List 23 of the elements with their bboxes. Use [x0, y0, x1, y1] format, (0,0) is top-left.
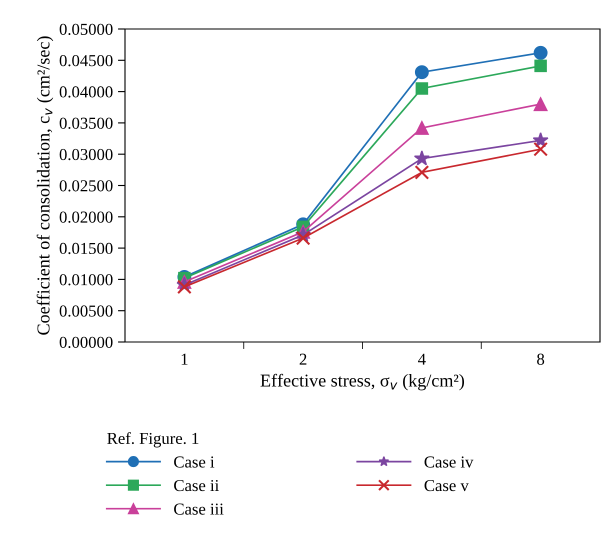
- y-tick-label: 0.04000: [60, 86, 113, 98]
- y-tick-label: 0.04500: [60, 55, 113, 66]
- y-tick-label: 0.01000: [60, 274, 113, 286]
- y-tick-label: 0.03000: [60, 148, 113, 160]
- y-tick-label: 0.00500: [60, 305, 113, 317]
- y-tick-label: 0.01500: [60, 242, 113, 254]
- legend-label: Case iii: [174, 504, 224, 515]
- legend-label: Case ii: [174, 480, 219, 492]
- legend-title: Ref. Figure. 1: [107, 432, 198, 448]
- x-tick-label: 8: [537, 354, 544, 365]
- y-tick-label: 0.02000: [60, 212, 113, 223]
- y-tick-label: 0.02500: [60, 180, 113, 192]
- y-tick-label: 0.05000: [60, 24, 113, 36]
- x-axis-title: Effective stress, σ$_{v}$ (kg/cm²): [260, 374, 464, 390]
- y-tick-label: 0.00000: [60, 336, 113, 348]
- y-axis-title: Coefficient of consolidation, c$_{v}$ (cm²/sec): [36, 36, 54, 335]
- legend-label: Case i: [174, 456, 214, 468]
- x-tick-label: 2: [300, 354, 306, 365]
- x-tick-label: 4: [418, 354, 426, 365]
- x-tick-label: 1: [182, 354, 188, 365]
- legend-label: Case iv: [424, 456, 474, 468]
- legend-label: Case v: [424, 480, 469, 492]
- y-tick-label: 0.03500: [60, 118, 113, 129]
